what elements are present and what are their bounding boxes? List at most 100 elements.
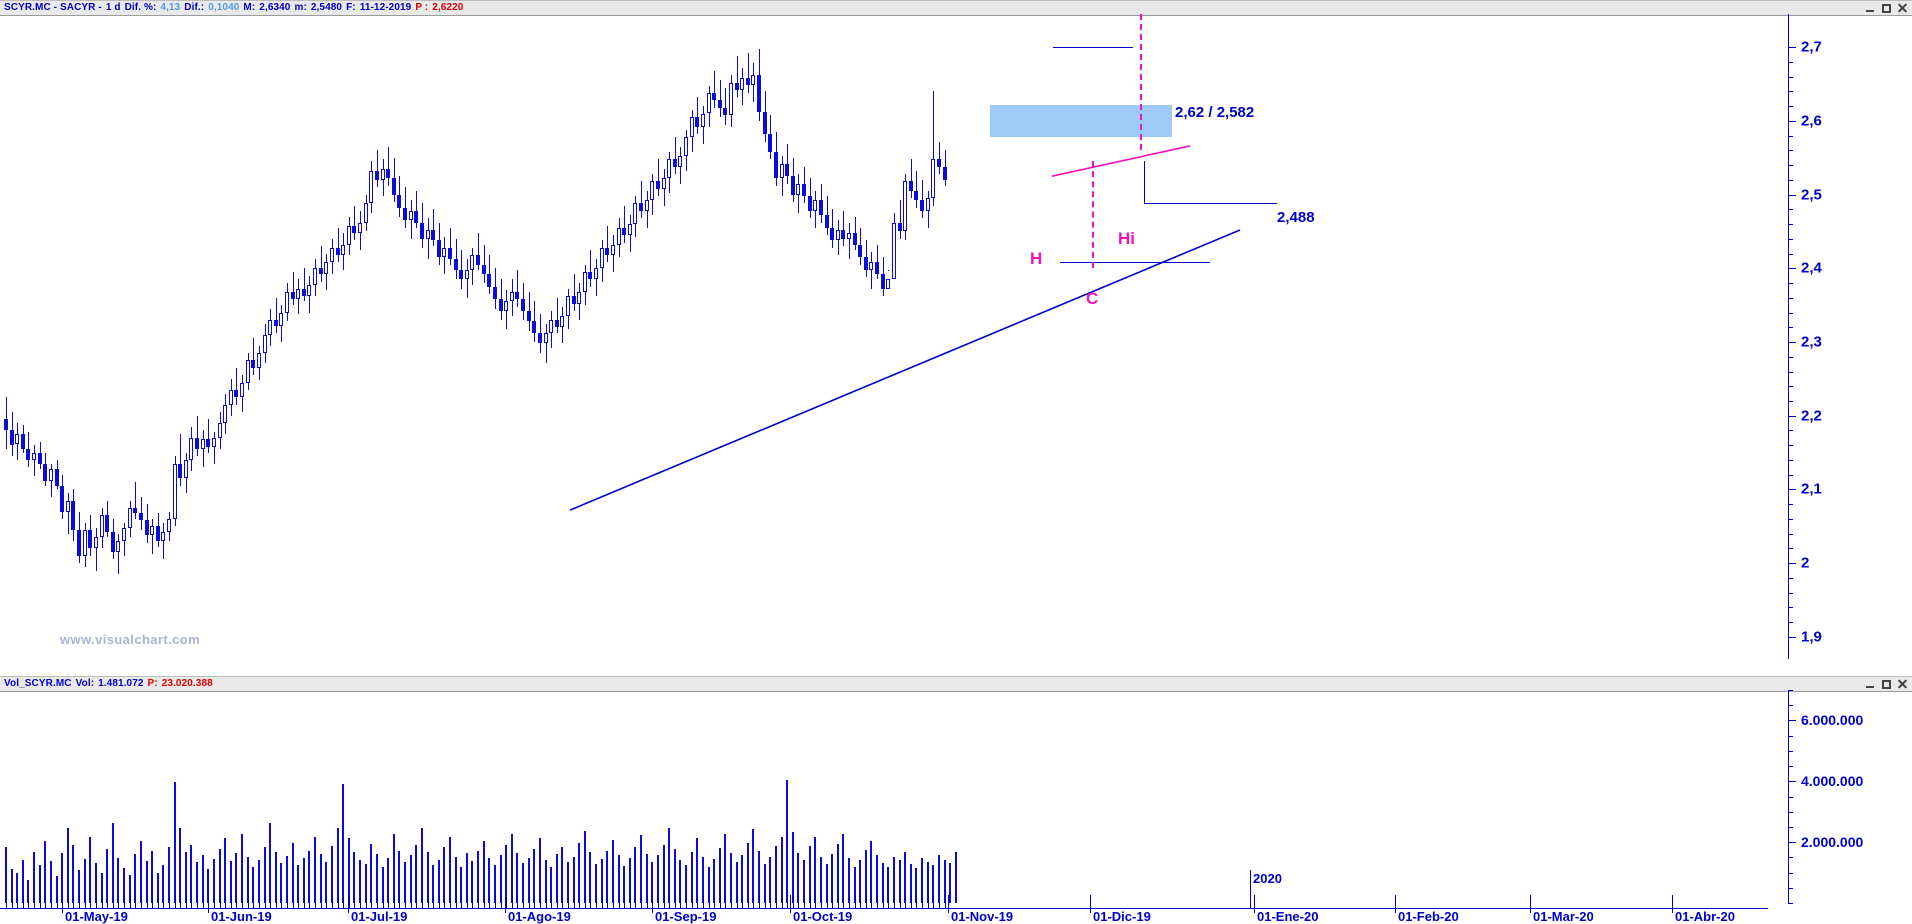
volume-bar	[94, 862, 97, 903]
x-axis-tick	[568, 895, 569, 908]
close-icon[interactable]	[1897, 678, 1908, 690]
volume-bar	[134, 853, 137, 903]
candle-body	[661, 178, 666, 189]
x-axis-tick	[309, 895, 311, 908]
volume-bar	[167, 846, 170, 903]
maximize-icon[interactable]	[1881, 679, 1892, 690]
close-icon[interactable]	[1897, 2, 1908, 14]
candle-wick	[483, 244, 485, 284]
candle-body	[296, 288, 301, 300]
x-axis-tick	[854, 895, 856, 908]
price-pane-titlebar: SCYR.MC - SACYR -1 d Dif. %: 4,13 Dif.: 0,10…	[0, 0, 1912, 16]
candle-wick	[416, 190, 418, 228]
volume-bar	[713, 858, 716, 903]
x-axis-tick	[399, 895, 401, 908]
volume-bar	[606, 850, 609, 903]
candle-body	[65, 500, 70, 512]
candle-body	[195, 437, 200, 449]
x-axis-tick	[764, 895, 766, 908]
x-axis-tick	[736, 895, 738, 908]
x-axis-tick	[792, 895, 794, 908]
volume-axis-tick	[1788, 750, 1793, 752]
x-axis-tick	[28, 895, 30, 908]
x-axis-label: 01-Nov-19	[951, 909, 1014, 924]
x-axis-tick	[815, 895, 817, 908]
x-axis-tick	[112, 895, 114, 908]
candle-body	[936, 159, 941, 167]
volume-bar	[752, 829, 755, 903]
volume-bar	[567, 861, 569, 903]
x-axis-tick	[365, 895, 367, 908]
volume-bar	[173, 781, 176, 903]
candle-body	[571, 296, 576, 304]
candle-body	[262, 334, 267, 354]
volume-bar	[668, 827, 671, 903]
price-axis-tick	[1788, 253, 1793, 255]
volume-axis-tick	[1788, 766, 1793, 768]
volume-bar	[196, 861, 199, 903]
candle-body	[869, 262, 874, 270]
x-axis-label: 01-Ene-20	[1257, 909, 1319, 924]
minimize-icon[interactable]	[1865, 679, 1876, 690]
price-axis-tick	[1788, 342, 1796, 344]
price-axis-tick	[1788, 533, 1793, 535]
candle-body	[43, 463, 48, 481]
volume-bar	[190, 844, 193, 903]
candle-wick	[933, 91, 935, 206]
candle-wick	[888, 269, 890, 271]
volume-bar	[921, 857, 924, 903]
volume-bar	[241, 833, 244, 903]
volume-bar	[426, 851, 429, 903]
x-axis-tick	[849, 895, 850, 908]
volume-plot-area[interactable]	[0, 690, 1768, 903]
x-axis-tick	[680, 895, 682, 908]
x-axis-tick	[719, 895, 721, 908]
candle-body	[341, 244, 346, 256]
candle-body	[268, 319, 273, 335]
x-axis-tick	[686, 895, 688, 908]
volume-bar	[448, 836, 451, 903]
volume-pane-title: Vol_SCYR.MC Vol: 1.481.072 P: 23.020.388	[4, 677, 217, 691]
volume-bar	[387, 857, 390, 903]
candle-body	[318, 268, 323, 275]
candle-wick	[478, 232, 480, 270]
candle-wick	[641, 181, 643, 219]
candle-body	[498, 299, 503, 312]
volume-bar	[409, 854, 412, 903]
watermark: www.visualchart.com	[60, 632, 201, 647]
x-axis-tick	[393, 895, 395, 908]
volume-bar	[538, 837, 541, 903]
volume-bar	[297, 864, 300, 903]
candle-body	[650, 181, 655, 201]
volume-bar	[477, 850, 480, 903]
maximize-icon[interactable]	[1881, 3, 1892, 14]
volume-pane: Vol_SCYR.MC Vol: 1.481.072 P: 23.020.388 6.0…	[0, 676, 1912, 922]
candle-body	[599, 247, 604, 269]
candle-body	[796, 183, 801, 195]
candle-body	[240, 382, 245, 398]
x-axis-tick	[331, 895, 333, 908]
candle-body	[178, 463, 183, 479]
price-axis-label: 2,4	[1801, 259, 1822, 277]
candle-body	[768, 134, 773, 152]
x-axis-major-tick	[1530, 895, 1531, 913]
price-pane-title: SCYR.MC - SACYR -1 d Dif. %: 4,13 Dif.: 0,10…	[4, 1, 467, 15]
volume-bar	[499, 854, 502, 903]
candle-body	[891, 222, 896, 280]
candle-body	[459, 269, 464, 280]
candle-body	[824, 215, 829, 228]
x-axis-tick	[494, 895, 496, 908]
minimize-icon[interactable]	[1865, 3, 1876, 14]
candle-wick	[236, 367, 238, 405]
candle-body	[639, 203, 644, 211]
volume-axis-tick	[1788, 781, 1796, 783]
candle-body	[622, 227, 627, 236]
price-axis-label: 2,7	[1801, 38, 1822, 56]
x-axis-tick	[174, 895, 176, 908]
candle-body	[251, 360, 256, 368]
volume-axis-label: 6.000.000	[1801, 712, 1864, 729]
x-axis-tick	[910, 895, 912, 908]
candle-wick	[213, 431, 215, 464]
